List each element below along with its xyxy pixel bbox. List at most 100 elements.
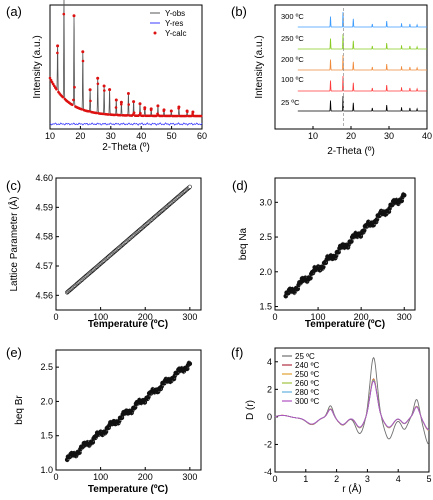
panel-b-xticks: 10 20 30 40 (308, 126, 432, 141)
y-calc-point (148, 114, 152, 118)
legend-label-yres: Y-res (165, 19, 183, 28)
panel-c-label: (c) (6, 178, 21, 193)
y-calc-point (80, 108, 84, 111)
data-point (295, 286, 301, 292)
panel-b-frame (274, 4, 428, 130)
panel-f-xtick-label: 5 (426, 474, 431, 484)
panel-a-xlabel: 2-Theta (º) (102, 142, 150, 153)
data-point (308, 275, 313, 281)
panel-a-xticks: 10 20 30 40 50 60 (45, 126, 207, 141)
y-calc-peak-point (138, 102, 142, 106)
y-calc-point (73, 85, 76, 89)
y-calc-peak-point (96, 76, 100, 80)
rdf-line (274, 380, 430, 431)
data-point (187, 184, 192, 189)
panel-e-label: (e) (6, 345, 22, 360)
panel-b-xtick-label: 20 (346, 131, 356, 141)
panel-d: (d) 0 100 200 300 1.5 2.0 2.5 3.0 Temperature (… (232, 177, 416, 330)
y-calc-point (81, 59, 85, 63)
y-calc-point (199, 114, 203, 118)
y-calc-point (127, 103, 130, 106)
panel-a-frame (49, 4, 203, 130)
panel-a-xtick-label: 20 (75, 131, 85, 141)
panel-f-ytick-label: 4 (267, 357, 272, 367)
y-calc-point (113, 113, 117, 117)
panel-c-ytick-label: 4.60 (35, 173, 53, 183)
y-calc-point (107, 113, 110, 116)
panel-e-xtick-label: 100 (93, 472, 108, 482)
y-calc-point (56, 51, 59, 55)
legend-label: 280 ºC (295, 388, 319, 397)
panel-f-xtick-label: 1 (303, 474, 308, 484)
data-point (320, 264, 326, 270)
y-calc-point (139, 111, 142, 115)
pattern-line (297, 11, 427, 28)
panel-c-ytick-label: 4.56 (35, 290, 53, 300)
panel-f-ytick-label: 2 (267, 384, 272, 394)
panel-d-label: (d) (232, 178, 248, 193)
panel-d-xtick-label: 0 (272, 312, 277, 322)
panel-c-xtick-label: 200 (138, 312, 153, 322)
panel-d-plot (283, 191, 407, 300)
panel-c-xtick-label: 100 (93, 312, 108, 322)
panel-c-xlabel: Temperature (ºC) (88, 319, 168, 330)
y-calc-point (50, 80, 54, 84)
panel-e-xtick-label: 200 (138, 472, 153, 482)
y-calc-peak-point (177, 105, 181, 109)
pattern-line (297, 33, 427, 50)
y-calc-point (132, 111, 136, 114)
panel-f-label: (f) (231, 345, 243, 360)
panel-e-ytick-label: 2.5 (40, 362, 53, 372)
panel-e-xtick-label: 0 (53, 472, 58, 482)
panel-e-frame (55, 349, 202, 471)
panel-f-plot (274, 356, 430, 445)
y-calc-point (161, 114, 165, 118)
panel-a-legend: Y-obs Y-res Y-calc (150, 9, 187, 38)
y-calc-point (184, 114, 188, 118)
legend-label: 25 ºC (295, 352, 315, 361)
panel-e-ytick-label: 1.0 (40, 465, 53, 475)
y-calc-point (95, 111, 99, 115)
y-calc-point (176, 114, 179, 118)
y-calc-point (190, 114, 193, 118)
panel-d-ytick-label: 2.5 (259, 232, 272, 242)
data-point (349, 239, 354, 244)
panel-a-xtick-label: 60 (197, 131, 207, 141)
panel-a-xtick-label: 30 (106, 131, 116, 141)
panel-e-ytick-label: 2.0 (40, 396, 53, 406)
y-calc-peak-point (162, 108, 166, 112)
panel-f-ytick-label: -4 (264, 467, 272, 477)
y-calc-point (88, 110, 91, 113)
data-point (336, 249, 341, 255)
panel-e-xtick-label: 300 (182, 472, 197, 482)
panel-d-ytick-label: 1.5 (259, 302, 272, 312)
panel-b-temp-100: 100 ºC (281, 75, 304, 84)
data-point (187, 361, 193, 367)
y-calc-point (114, 106, 118, 109)
data-point (361, 228, 367, 233)
y-calc-peak-point (81, 50, 85, 54)
y-calc-peak-point (88, 88, 92, 92)
pattern-line (297, 54, 427, 71)
legend-label: 300 ºC (295, 397, 319, 406)
y-calc-peak-point (143, 106, 147, 110)
panel-f-xtick-label: 3 (365, 474, 370, 484)
legend-label: 250 ºC (295, 370, 319, 379)
panel-e-ytick-label: 1.5 (40, 431, 53, 441)
y-calc-point (118, 113, 122, 117)
panel-e-ylabel: beq Br (14, 395, 25, 425)
pattern-line (297, 75, 427, 92)
panel-b-xlabel: 2-Theta (º) (327, 146, 375, 157)
panel-b-xtick-label: 40 (422, 131, 432, 141)
panel-e-ticks: 0 100 200 300 1.0 1.5 2.0 2.5 (40, 362, 197, 482)
panel-c-frame (55, 177, 202, 311)
panel-c-ytick-label: 4.58 (35, 232, 53, 242)
panel-f-xtick-label: 2 (334, 474, 339, 484)
data-point (399, 198, 405, 204)
panel-d-xlabel: Temperature (ºC) (305, 319, 385, 330)
panel-f-xlabel: r (Å) (342, 482, 361, 495)
panel-a-xtick-label: 40 (136, 131, 146, 141)
panel-a-plot (48, 0, 203, 126)
panel-b-temp-25: 25 ºC (281, 98, 300, 107)
